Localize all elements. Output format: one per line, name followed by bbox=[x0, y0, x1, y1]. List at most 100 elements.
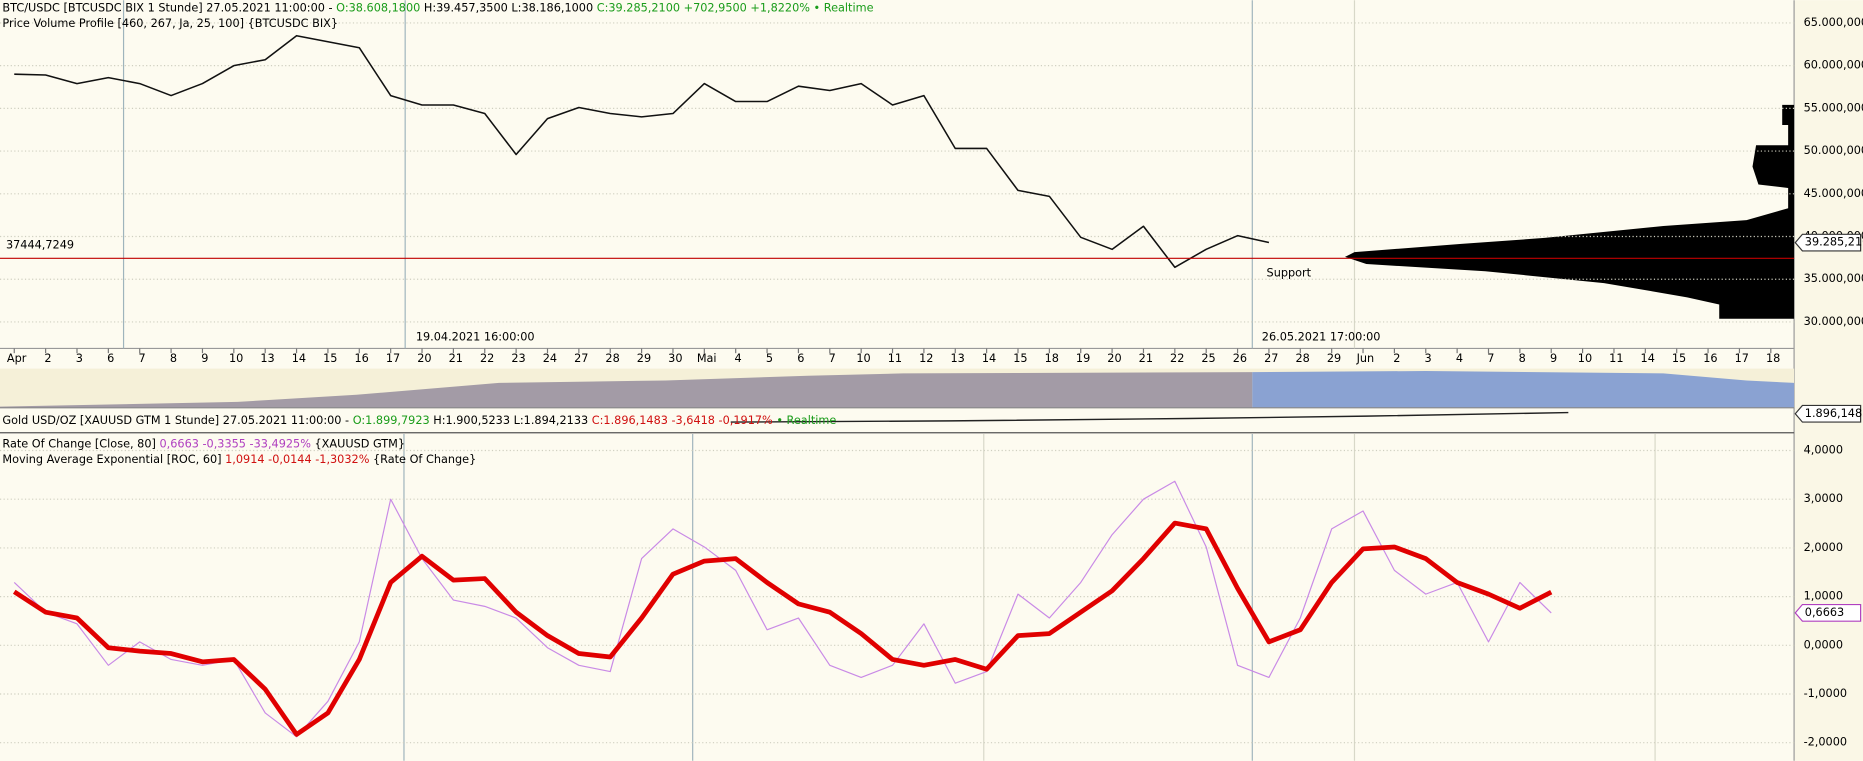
x-tick-label: 10 bbox=[1578, 352, 1592, 365]
x-tick-label: 28 bbox=[605, 352, 619, 365]
x-tick-label: Mai bbox=[697, 352, 717, 365]
y-tick-label: 30.000,000 bbox=[1804, 315, 1863, 328]
y-tick-label: 65.000,000 bbox=[1804, 16, 1863, 29]
last-value-tag-box bbox=[1794, 603, 1862, 622]
header-run: O:38.608,1800 bbox=[336, 2, 420, 15]
header-run: Rate Of Change [Close, 80] bbox=[2, 438, 159, 451]
series-line bbox=[12, 520, 1553, 737]
x-tick-label: 9 bbox=[201, 352, 208, 365]
volume-profile bbox=[1344, 104, 1795, 319]
gold-line bbox=[730, 411, 1569, 423]
navigator-area bbox=[0, 372, 1253, 408]
x-tick-label: 9 bbox=[1550, 352, 1557, 365]
x-tick-label: 7 bbox=[139, 352, 146, 365]
x-tick-label: 15 bbox=[323, 352, 337, 365]
x-tick-label: 26 bbox=[1233, 352, 1247, 365]
series-line bbox=[13, 480, 1552, 738]
x-tick-label: 18 bbox=[1766, 352, 1780, 365]
header-run: C:1.896,1483 -3,6418 -0,1917% bbox=[592, 414, 773, 427]
x-tick-label: 14 bbox=[982, 352, 996, 365]
support-label: 37444,7249 bbox=[6, 238, 74, 251]
x-tick-label: 4 bbox=[1456, 352, 1463, 365]
x-tick-label: 8 bbox=[1519, 352, 1526, 365]
x-tick-label: 12 bbox=[919, 352, 933, 365]
x-tick-label: 21 bbox=[449, 352, 463, 365]
annotation: 19.04.2021 16:00:00 bbox=[416, 331, 535, 344]
x-tick-label: 20 bbox=[417, 352, 431, 365]
x-tick-label: 2 bbox=[1393, 352, 1400, 365]
x-tick-label: 27 bbox=[1264, 352, 1278, 365]
y-tick-label: 35.000,000 bbox=[1804, 272, 1863, 285]
y-tick-label: 0,0000 bbox=[1804, 638, 1843, 651]
x-tick-label: 10 bbox=[856, 352, 870, 365]
header-run: BTC/USDC [BTCUSDC BIX 1 Stunde] 27.05.20… bbox=[2, 2, 336, 15]
x-tick-label: 22 bbox=[1170, 352, 1184, 365]
x-tick-label: 16 bbox=[1703, 352, 1717, 365]
last-price-tag: 39.285,2100 bbox=[1805, 236, 1863, 249]
annotation: Support bbox=[1267, 267, 1312, 280]
x-tick-label: 13 bbox=[950, 352, 964, 365]
x-tick-label: 10 bbox=[229, 352, 243, 365]
y-axis-area bbox=[1794, 0, 1863, 761]
x-tick-label: 5 bbox=[766, 352, 773, 365]
x-tick-label: 15 bbox=[1013, 352, 1027, 365]
header-run: • Realtime bbox=[810, 2, 874, 15]
y-tick-label: 2,0000 bbox=[1804, 541, 1843, 554]
last-price-tag-box bbox=[1794, 233, 1862, 252]
y-tick-label: 4,0000 bbox=[1804, 444, 1843, 457]
y-tick-label: 3,0000 bbox=[1804, 492, 1843, 505]
x-tick-label: 2 bbox=[44, 352, 51, 365]
y-tick-label: 1,0000 bbox=[1804, 590, 1843, 603]
x-tick-label: 8 bbox=[170, 352, 177, 365]
x-tick-label: 23 bbox=[511, 352, 525, 365]
header-run: • Realtime bbox=[773, 414, 837, 427]
header-run: C:39.285,2100 +702,9500 +1,8220% bbox=[597, 2, 811, 15]
x-tick-label: 3 bbox=[76, 352, 83, 365]
header-run: Moving Average Exponential [ROC, 60] bbox=[2, 453, 225, 466]
x-tick-label: 7 bbox=[1487, 352, 1494, 365]
y-tick-label: -1,0000 bbox=[1804, 687, 1847, 700]
y-tick-label: 45.000,000 bbox=[1804, 187, 1863, 200]
x-tick-label: 28 bbox=[1296, 352, 1310, 365]
x-tick-label: 3 bbox=[1425, 352, 1432, 365]
x-tick-label: 11 bbox=[888, 352, 902, 365]
x-tick-label: 21 bbox=[1139, 352, 1153, 365]
x-tick-label: 4 bbox=[734, 352, 741, 365]
series-line bbox=[14, 34, 1270, 269]
x-tick-label: 27 bbox=[574, 352, 588, 365]
header-run: 0,6663 -0,3355 -33,4925% bbox=[159, 438, 311, 451]
x-tick-label: Apr bbox=[7, 352, 27, 365]
header-run: {Rate Of Change} bbox=[369, 453, 476, 466]
x-tick-label: 6 bbox=[797, 352, 804, 365]
last-value-tag: 0,6663 bbox=[1805, 606, 1844, 619]
x-tick-label: 25 bbox=[1201, 352, 1215, 365]
header-text: Rate Of Change [Close, 80] 0,6663 -0,335… bbox=[2, 438, 405, 451]
x-tick-label: 7 bbox=[829, 352, 836, 365]
y-tick-label: 55.000,000 bbox=[1804, 101, 1863, 114]
header-run: H:1.900,5233 L:1.894,2133 bbox=[430, 414, 592, 427]
x-tick-label: 19 bbox=[1076, 352, 1090, 365]
navigator-selection bbox=[1252, 370, 1795, 408]
header-run: Price Volume Profile [460, 267, Ja, 25, … bbox=[2, 17, 338, 30]
y-tick-label: 60.000,000 bbox=[1804, 59, 1863, 72]
x-tick-label: 29 bbox=[637, 352, 651, 365]
x-tick-label: 18 bbox=[1045, 352, 1059, 365]
x-tick-label: 11 bbox=[1609, 352, 1623, 365]
y-tick-label: 50.000,000 bbox=[1804, 144, 1863, 157]
x-tick-label: 15 bbox=[1672, 352, 1686, 365]
header-run: Gold USD/OZ [XAUUSD GTM 1 Stunde] 27.05.… bbox=[2, 414, 352, 427]
x-tick-label: 17 bbox=[1735, 352, 1749, 365]
header-run: H:39.457,3500 L:38.186,1000 bbox=[420, 2, 596, 15]
x-tick-label: 24 bbox=[543, 352, 557, 365]
x-tick-label: Jun bbox=[1356, 352, 1375, 365]
x-tick-label: 29 bbox=[1327, 352, 1341, 365]
gold-tag: 1.896,1483 bbox=[1805, 407, 1863, 420]
x-tick-label: 22 bbox=[480, 352, 494, 365]
x-tick-label: 17 bbox=[386, 352, 400, 365]
header-run: 1,0914 -0,0144 -1,3032% bbox=[225, 453, 370, 466]
x-tick-label: 14 bbox=[292, 352, 306, 365]
annotation: 26.05.2021 17:00:00 bbox=[1262, 331, 1381, 344]
header-text: Moving Average Exponential [ROC, 60] 1,0… bbox=[2, 453, 476, 466]
separators bbox=[122, 0, 1656, 761]
